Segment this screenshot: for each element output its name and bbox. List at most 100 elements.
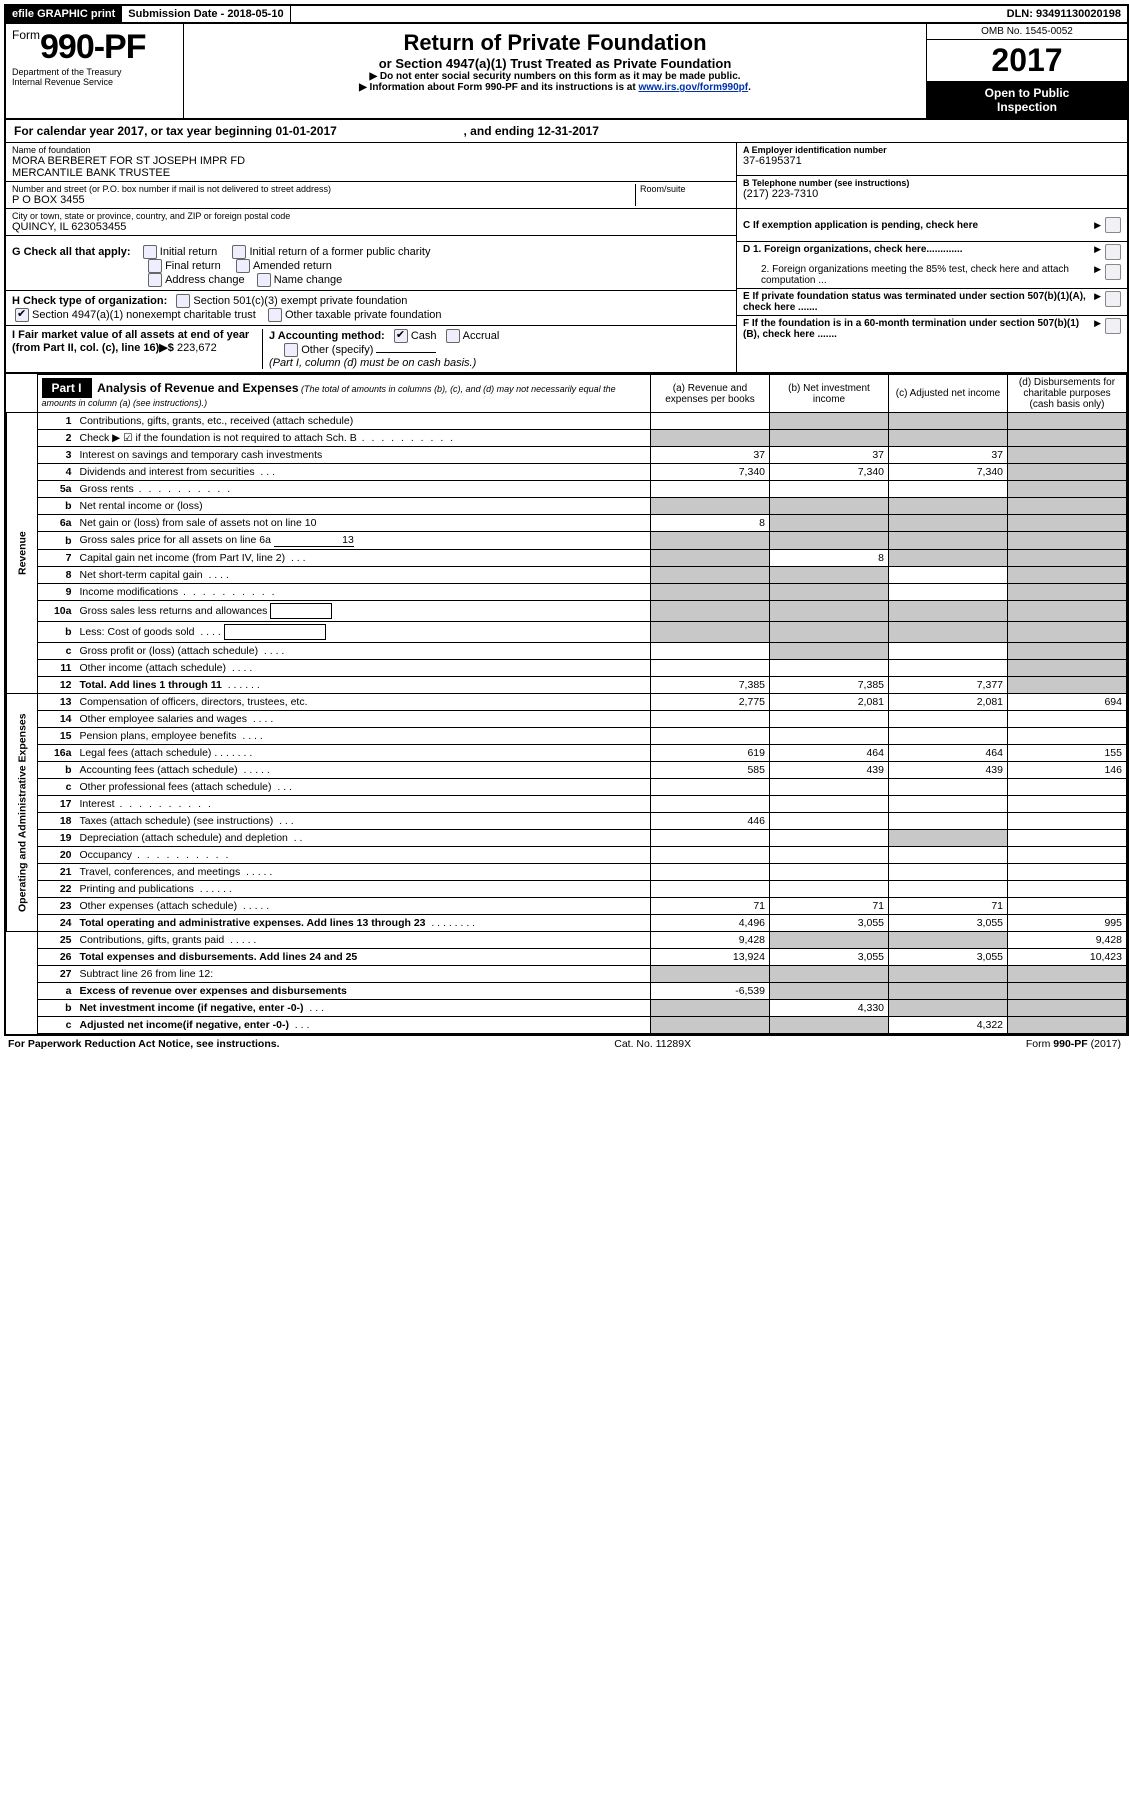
tax-year: 2017: [927, 40, 1127, 82]
top-row: efile GRAPHIC print Submission Date - 20…: [6, 6, 1127, 24]
dept-line1: Department of the Treasury: [12, 67, 177, 77]
g-initial-return[interactable]: [143, 245, 157, 259]
table-row: 15Pension plans, employee benefits . . .…: [7, 728, 1127, 745]
arrow-icon: [1094, 318, 1101, 340]
table-row: 25Contributions, gifts, grants paid . . …: [7, 932, 1127, 949]
ein-label: A Employer identification number: [743, 145, 1121, 155]
j-accrual[interactable]: [446, 329, 460, 343]
table-row: Operating and Administrative Expenses 13…: [7, 694, 1127, 711]
form-word: Form: [12, 28, 40, 42]
g-name-change[interactable]: [257, 273, 271, 287]
table-row: 16aLegal fees (attach schedule) . . . . …: [7, 745, 1127, 762]
table-row: bNet investment income (if negative, ent…: [7, 1000, 1127, 1017]
table-row: 19Depreciation (attach schedule) and dep…: [7, 830, 1127, 847]
form-title: Return of Private Foundation: [190, 30, 920, 56]
g-address-change[interactable]: [148, 273, 162, 287]
cal-end: , and ending 12-31-2017: [464, 124, 599, 138]
table-row: bAccounting fees (attach schedule) . . .…: [7, 762, 1127, 779]
dln: DLN: 93491130020198: [1001, 6, 1127, 22]
table-row: aExcess of revenue over expenses and dis…: [7, 983, 1127, 1000]
col-c-header: (c) Adjusted net income: [889, 375, 1008, 413]
expenses-side-label: Operating and Administrative Expenses: [7, 694, 38, 932]
h-501c3[interactable]: [176, 294, 190, 308]
d2-text: 2. Foreign organizations meeting the 85%…: [743, 264, 1094, 286]
table-row: 23Other expenses (attach schedule) . . .…: [7, 898, 1127, 915]
arrow-icon: [1094, 244, 1101, 260]
table-row: 20Occupancy: [7, 847, 1127, 864]
table-row: 7Capital gain net income (from Part IV, …: [7, 550, 1127, 567]
ein-value: 37-6195371: [743, 155, 1121, 167]
d1-text: D 1. Foreign organizations, check here..…: [743, 244, 1094, 260]
table-row: cAdjusted net income(if negative, enter …: [7, 1017, 1127, 1034]
e-checkbox[interactable]: [1105, 291, 1121, 307]
footer-left: For Paperwork Reduction Act Notice, see …: [8, 1038, 280, 1050]
d1-checkbox[interactable]: [1105, 244, 1121, 260]
open-public-2: Inspection: [929, 100, 1125, 114]
part1-table: Part I Analysis of Revenue and Expenses …: [6, 374, 1127, 1034]
table-row: 6aNet gain or (loss) from sale of assets…: [7, 515, 1127, 532]
city-label: City or town, state or province, country…: [12, 211, 730, 221]
page-footer: For Paperwork Reduction Act Notice, see …: [4, 1036, 1125, 1052]
g-amended[interactable]: [236, 259, 250, 273]
table-row: 27Subtract line 26 from line 12:: [7, 966, 1127, 983]
g-label: G Check all that apply:: [12, 246, 131, 258]
table-row: 10aGross sales less returns and allowanc…: [7, 601, 1127, 622]
col-a-header: (a) Revenue and expenses per books: [651, 375, 770, 413]
g-final-return[interactable]: [148, 259, 162, 273]
table-row: 24Total operating and administrative exp…: [7, 915, 1127, 932]
dept-line2: Internal Revenue Service: [12, 77, 177, 87]
g-initial-former[interactable]: [232, 245, 246, 259]
h-4947a1[interactable]: [15, 308, 29, 322]
h-other-taxable[interactable]: [268, 308, 282, 322]
addr-value: P O BOX 3455: [12, 194, 635, 206]
j-other[interactable]: [284, 343, 298, 357]
f-checkbox[interactable]: [1105, 318, 1121, 334]
table-row: 11Other income (attach schedule) . . . .: [7, 660, 1127, 677]
c-checkbox[interactable]: [1105, 217, 1121, 233]
e-text: E If private foundation status was termi…: [743, 291, 1094, 313]
efile-label: efile GRAPHIC print: [6, 6, 122, 22]
table-row: 14Other employee salaries and wages . . …: [7, 711, 1127, 728]
table-row: 21Travel, conferences, and meetings . . …: [7, 864, 1127, 881]
j-cash[interactable]: [394, 329, 408, 343]
i-value: 223,672: [174, 342, 217, 354]
city-value: QUINCY, IL 623053455: [12, 221, 730, 233]
footer-right: Form 990-PF (2017): [1026, 1038, 1121, 1050]
part1-header: Part I: [42, 378, 92, 398]
form-container: efile GRAPHIC print Submission Date - 20…: [4, 4, 1129, 1036]
table-row: cGross profit or (loss) (attach schedule…: [7, 643, 1127, 660]
d2-checkbox[interactable]: [1105, 264, 1121, 280]
name-label: Name of foundation: [12, 145, 730, 155]
col-d-header: (d) Disbursements for charitable purpose…: [1008, 375, 1127, 413]
table-row: 8Net short-term capital gain . . . .: [7, 567, 1127, 584]
form-subtitle: or Section 4947(a)(1) Trust Treated as P…: [190, 56, 920, 71]
instructions-link[interactable]: www.irs.gov/form990pf: [638, 82, 748, 93]
table-row: Revenue 1Contributions, gifts, grants, e…: [7, 413, 1127, 430]
instr-line2-pre: ▶ Information about Form 990-PF and its …: [359, 82, 638, 93]
table-row: 22Printing and publications . . . . . .: [7, 881, 1127, 898]
arrow-icon: [1094, 291, 1101, 313]
footer-mid: Cat. No. 11289X: [614, 1038, 691, 1050]
table-row: cOther professional fees (attach schedul…: [7, 779, 1127, 796]
submission-date: Submission Date - 2018-05-10: [122, 6, 290, 22]
c-label: C If exemption application is pending, c…: [743, 220, 978, 231]
table-row: 2Check ▶ ☑ if the foundation is not requ…: [7, 430, 1127, 447]
table-row: bNet rental income or (loss): [7, 498, 1127, 515]
table-row: 12Total. Add lines 1 through 11 . . . . …: [7, 677, 1127, 694]
room-label: Room/suite: [640, 184, 730, 194]
cal-begin: For calendar year 2017, or tax year begi…: [14, 124, 337, 138]
h-label: H Check type of organization:: [12, 295, 167, 307]
f-text: F If the foundation is in a 60-month ter…: [743, 318, 1094, 340]
foundation-name-2: MERCANTILE BANK TRUSTEE: [12, 167, 730, 179]
omb-number: OMB No. 1545-0052: [927, 24, 1127, 40]
phone-value: (217) 223-7310: [743, 188, 1121, 200]
open-public-1: Open to Public: [929, 86, 1125, 100]
arrow-icon: [1094, 220, 1101, 231]
form-header: Form990-PF Department of the Treasury In…: [6, 24, 1127, 120]
form-number: 990-PF: [40, 28, 146, 67]
table-row: 4Dividends and interest from securities …: [7, 464, 1127, 481]
table-row: 3Interest on savings and temporary cash …: [7, 447, 1127, 464]
foundation-name-1: MORA BERBERET FOR ST JOSEPH IMPR FD: [12, 155, 730, 167]
col-b-header: (b) Net investment income: [770, 375, 889, 413]
arrow-icon: [1094, 264, 1101, 286]
